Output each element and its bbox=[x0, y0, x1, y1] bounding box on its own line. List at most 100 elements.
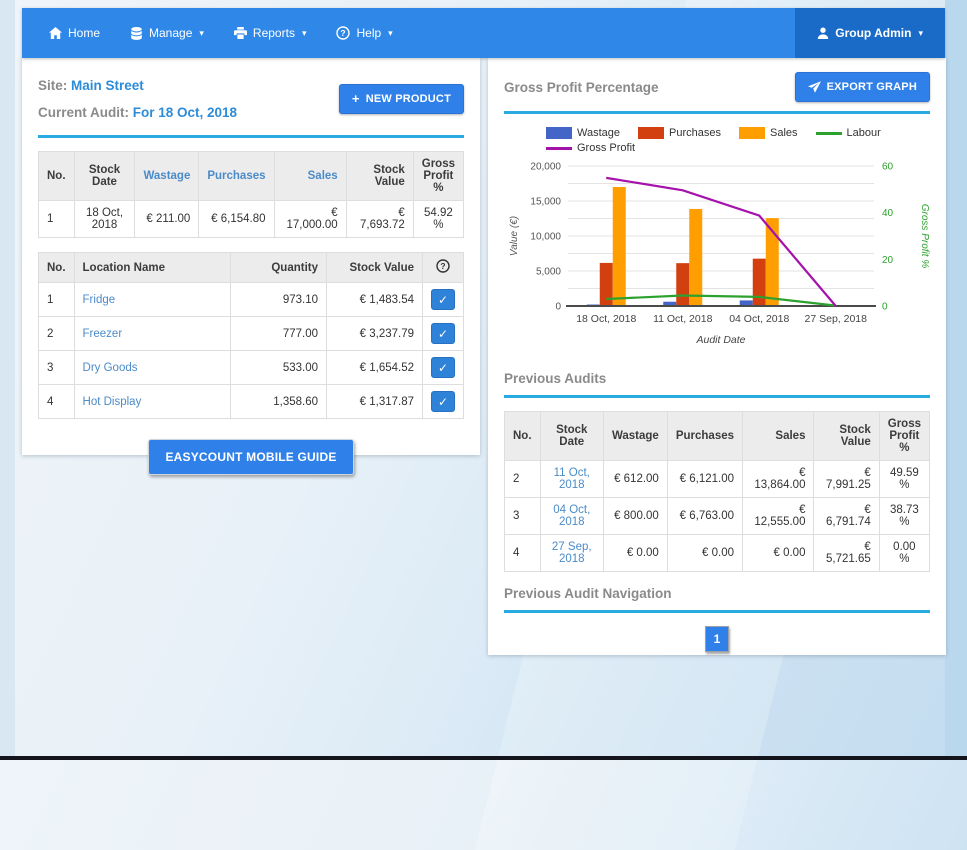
cell: € 612.00 bbox=[603, 461, 667, 498]
svg-text:11 Oct, 2018: 11 Oct, 2018 bbox=[653, 313, 713, 325]
svg-text:?: ? bbox=[440, 261, 445, 271]
col-header-link[interactable]: Wastage bbox=[143, 170, 190, 182]
legend-item: Sales bbox=[739, 127, 798, 139]
col-header-link[interactable]: Sales bbox=[308, 170, 338, 182]
cell: € 6,121.00 bbox=[667, 461, 742, 498]
location-check-button[interactable]: ✓ bbox=[431, 289, 455, 310]
cell-link[interactable]: 11 Oct, 2018 bbox=[554, 467, 590, 491]
table-row: 2Freezer777.00€ 3,237.79✓ bbox=[39, 317, 464, 351]
location-check-button[interactable]: ✓ bbox=[431, 323, 455, 344]
panel-title: Gross Profit Percentage bbox=[504, 80, 659, 95]
help-circle-icon: ? bbox=[336, 26, 350, 40]
gross-profit-chart: 05,00010,00015,00020,000020406018 Oct, 2… bbox=[504, 156, 930, 357]
cell: € 7,991.25 bbox=[814, 461, 879, 498]
svg-text:15,000: 15,000 bbox=[530, 197, 561, 208]
current-audit-value: For 18 Oct, 2018 bbox=[133, 105, 237, 120]
header-row: No.Stock DateWastagePurchasesSalesStock … bbox=[39, 152, 464, 201]
printer-icon bbox=[234, 27, 247, 39]
legend-item: Purchases bbox=[638, 127, 721, 139]
main-navbar: HomeManage ▾Reports▾? Help ▾ Group Admin ▾ bbox=[22, 8, 945, 58]
svg-text:?: ? bbox=[341, 28, 346, 38]
cell-link[interactable]: Hot Display bbox=[83, 396, 142, 408]
cell: 4 bbox=[39, 385, 75, 419]
nav-item-label: Help bbox=[356, 26, 381, 40]
legend-label: Wastage bbox=[577, 127, 620, 139]
nav-item-label: Manage bbox=[149, 26, 192, 40]
cell: 18 Oct, 2018 bbox=[74, 201, 135, 238]
legend-swatch bbox=[546, 147, 572, 150]
cell: ✓ bbox=[423, 283, 464, 317]
guide-button-wrap: EASYCOUNT MOBILE GUIDE bbox=[38, 439, 464, 475]
cell: € 800.00 bbox=[603, 498, 667, 535]
col-header-purchases: Purchases bbox=[667, 412, 742, 461]
cell: 11 Oct, 2018 bbox=[540, 461, 603, 498]
col-header-no-: No. bbox=[505, 412, 541, 461]
legend-item: Labour bbox=[816, 127, 881, 139]
col-header-link[interactable]: Purchases bbox=[207, 170, 265, 182]
previous-audits-table: No.Stock DateWastagePurchasesSalesStock … bbox=[504, 411, 930, 572]
svg-text:10,000: 10,000 bbox=[530, 232, 561, 243]
new-product-button[interactable]: + NEW PRODUCT bbox=[339, 84, 464, 114]
pagination: 1 bbox=[504, 626, 930, 652]
location-check-button[interactable]: ✓ bbox=[431, 357, 455, 378]
export-graph-label: EXPORT GRAPH bbox=[827, 81, 917, 93]
easycount-mobile-guide-button[interactable]: EASYCOUNT MOBILE GUIDE bbox=[148, 439, 353, 475]
cell: Fridge bbox=[74, 283, 230, 317]
col-header-sales: Sales bbox=[743, 412, 814, 461]
accent-divider bbox=[504, 395, 930, 398]
col-header-stock-value: Stock Value bbox=[814, 412, 879, 461]
caret-down-icon: ▾ bbox=[199, 28, 204, 39]
guide-button-label: EASYCOUNT MOBILE GUIDE bbox=[165, 450, 336, 464]
location-check-button[interactable]: ✓ bbox=[431, 391, 455, 412]
cell: € 6,154.80 bbox=[199, 201, 274, 238]
col-header-sales: Sales bbox=[274, 152, 346, 201]
nav-item-reports[interactable]: Reports▾ bbox=[219, 8, 322, 58]
cell-link[interactable]: 27 Sep, 2018 bbox=[552, 541, 592, 565]
cell: 1 bbox=[39, 201, 75, 238]
col-header-no-: No. bbox=[39, 152, 75, 201]
cell: 2 bbox=[39, 317, 75, 351]
cell: 973.10 bbox=[231, 283, 327, 317]
export-graph-button[interactable]: EXPORT GRAPH bbox=[795, 72, 930, 102]
cell: € 3,237.79 bbox=[327, 317, 423, 351]
cell: € 0.00 bbox=[743, 535, 814, 572]
cell-link[interactable]: 04 Oct, 2018 bbox=[553, 504, 590, 528]
gross-profit-header: Gross Profit Percentage EXPORT GRAPH bbox=[504, 72, 930, 102]
nav-item-help[interactable]: ?Help▾ bbox=[321, 8, 407, 58]
page-button-1[interactable]: 1 bbox=[705, 626, 729, 652]
cell: € 211.00 bbox=[135, 201, 199, 238]
cell: € 12,555.00 bbox=[743, 498, 814, 535]
nav-item-manage[interactable]: Manage ▾ bbox=[115, 8, 219, 58]
svg-text:0: 0 bbox=[882, 302, 888, 313]
cell: € 13,864.00 bbox=[743, 461, 814, 498]
user-menu-button[interactable]: Group Admin ▾ bbox=[795, 8, 945, 58]
current-audit-panel: Site: Main Street Current Audit: For 18 … bbox=[22, 58, 480, 455]
chart-legend: WastagePurchasesSalesLabourGross Profit bbox=[546, 127, 888, 154]
table-row: 118 Oct, 2018€ 211.00€ 6,154.80€ 17,000.… bbox=[39, 201, 464, 238]
cell: 54.92 % bbox=[413, 201, 463, 238]
cell: 3 bbox=[39, 351, 75, 385]
help-circle-icon: ? bbox=[436, 259, 450, 273]
svg-text:27 Sep, 2018: 27 Sep, 2018 bbox=[805, 313, 868, 325]
col-header-location-name: Location Name bbox=[74, 253, 230, 283]
cell: Dry Goods bbox=[74, 351, 230, 385]
cell: 533.00 bbox=[231, 351, 327, 385]
svg-text:04 Oct, 2018: 04 Oct, 2018 bbox=[729, 313, 789, 325]
svg-text:60: 60 bbox=[882, 162, 894, 173]
cell: Freezer bbox=[74, 317, 230, 351]
legend-item: Wastage bbox=[546, 127, 620, 139]
svg-text:18 Oct, 2018: 18 Oct, 2018 bbox=[576, 313, 636, 325]
col-header-wastage: Wastage bbox=[603, 412, 667, 461]
col-header-stock-value: Stock Value bbox=[327, 253, 423, 283]
nav-item-home[interactable]: Home bbox=[34, 8, 115, 58]
accent-divider bbox=[38, 135, 464, 138]
cell: 2 bbox=[505, 461, 541, 498]
cell: 4 bbox=[505, 535, 541, 572]
gross-profit-panel: Gross Profit Percentage EXPORT GRAPH Was… bbox=[488, 58, 946, 655]
table-row: 4Hot Display1,358.60€ 1,317.87✓ bbox=[39, 385, 464, 419]
cell-link[interactable]: Dry Goods bbox=[83, 362, 138, 374]
table-row: 304 Oct, 2018€ 800.00€ 6,763.00€ 12,555.… bbox=[505, 498, 930, 535]
cell: € 1,483.54 bbox=[327, 283, 423, 317]
cell-link[interactable]: Freezer bbox=[83, 328, 123, 340]
cell-link[interactable]: Fridge bbox=[83, 294, 116, 306]
